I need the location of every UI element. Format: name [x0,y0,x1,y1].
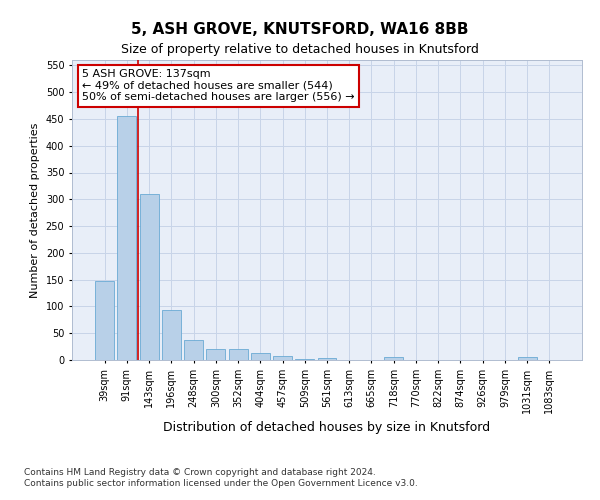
Bar [206,349,225,360]
Bar [229,349,248,360]
Bar [384,357,403,360]
Text: Contains HM Land Registry data © Crown copyright and database right 2024.
Contai: Contains HM Land Registry data © Crown c… [24,468,418,487]
Bar [162,310,181,360]
Bar [518,358,536,360]
Bar [118,116,136,360]
Bar [295,359,314,360]
Text: 5 ASH GROVE: 137sqm
← 49% of detached houses are smaller (544)
50% of semi-detac: 5 ASH GROVE: 137sqm ← 49% of detached ho… [82,69,355,102]
Bar [251,353,270,360]
Text: Size of property relative to detached houses in Knutsford: Size of property relative to detached ho… [121,42,479,56]
X-axis label: Distribution of detached houses by size in Knutsford: Distribution of detached houses by size … [163,421,491,434]
Bar [95,280,114,360]
Bar [184,340,203,360]
Bar [317,358,337,360]
Bar [273,356,292,360]
Bar [140,194,158,360]
Text: 5, ASH GROVE, KNUTSFORD, WA16 8BB: 5, ASH GROVE, KNUTSFORD, WA16 8BB [131,22,469,38]
Y-axis label: Number of detached properties: Number of detached properties [30,122,40,298]
